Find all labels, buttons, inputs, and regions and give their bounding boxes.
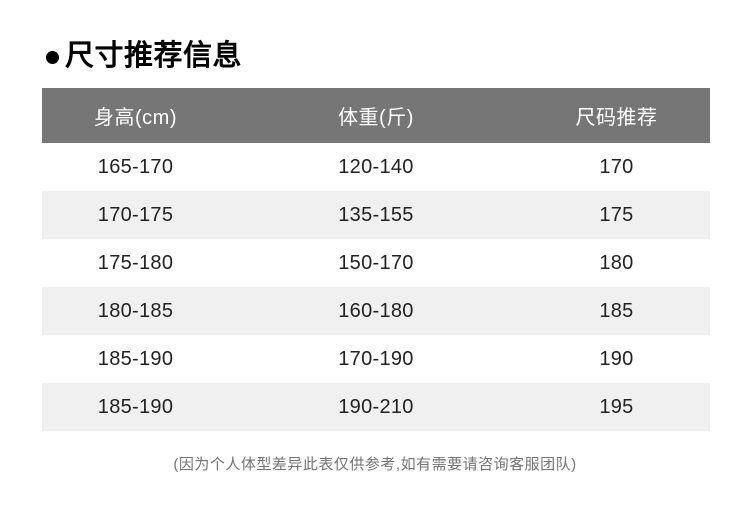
cell-height-range: 170-175 [42,191,230,239]
header-cell-height: 身高(cm) [42,88,230,143]
cell-size: 180 [522,239,710,287]
cell-weight-range: 135-155 [229,191,523,239]
header-cell-size: 尺码推荐 [522,88,710,143]
cell-weight-range: 170-190 [229,335,523,383]
page-title: 尺寸推荐信息 [65,39,243,72]
cell-height-range: 175-180 [42,239,230,287]
header-cell-weight: 体重(斤) [229,88,523,143]
cell-size: 170 [522,143,710,191]
table-row: 170-175 135-155 175 [42,191,710,239]
table-row: 175-180 150-170 180 [42,239,710,287]
cell-size: 175 [522,191,710,239]
cell-weight-range: 120-140 [229,143,523,191]
cell-size: 185 [522,287,710,335]
cell-height-range: 185-190 [42,335,230,383]
cell-height-range: 185-190 [42,383,230,431]
cell-size: 190 [522,335,710,383]
cell-weight-range: 150-170 [229,239,523,287]
table-row: 185-190 190-210 195 [42,383,710,431]
cell-height-range: 180-185 [42,287,230,335]
table-row: 165-170 120-140 170 [42,143,710,191]
cell-size: 195 [522,383,710,431]
table-row: 185-190 170-190 190 [42,335,710,383]
footer-note: (因为个人体型差异此表仅供参考,如有需要请咨询客服团队) [173,456,577,473]
bullet-icon [46,50,59,64]
title-section: 尺寸推荐信息 [46,40,242,72]
size-table: 身高(cm) 体重(斤) 尺码推荐 165-170 120-140 170 17… [42,88,710,431]
cell-weight-range: 190-210 [229,383,523,431]
table-header-row: 身高(cm) 体重(斤) 尺码推荐 [42,88,710,143]
cell-height-range: 165-170 [42,143,230,191]
table-row: 180-185 160-180 185 [42,287,710,335]
cell-weight-range: 160-180 [229,287,523,335]
